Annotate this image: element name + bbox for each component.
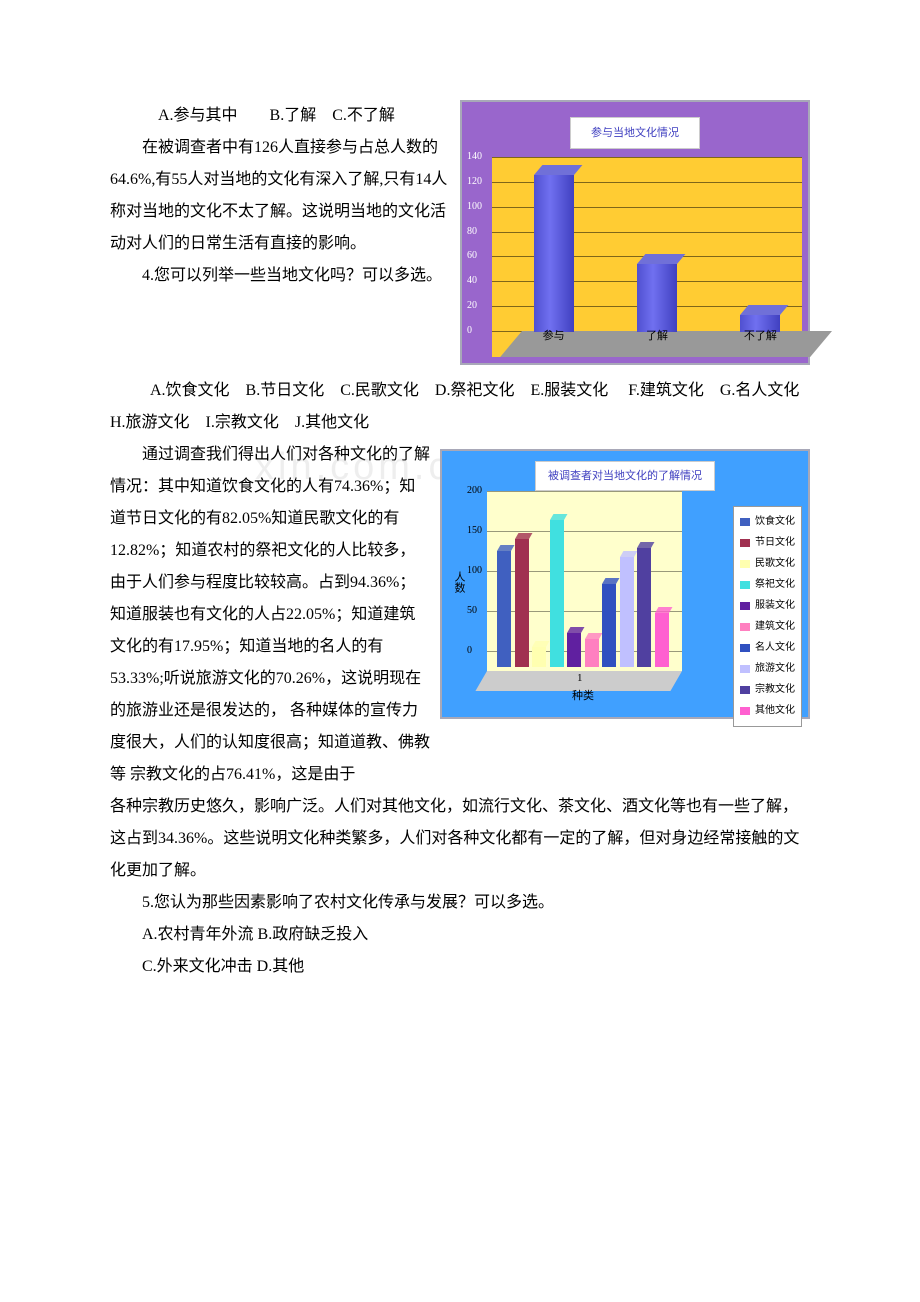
chart1-bar: 不了解: [740, 315, 780, 332]
chart2-ytick: 50: [467, 601, 477, 621]
legend-swatch: [740, 686, 750, 694]
legend-label: 其他文化: [755, 701, 795, 721]
chart1-ytick: 40: [467, 271, 477, 291]
chart1-ytick: 140: [467, 147, 482, 167]
q4-options: A.饮食文化 B.节日文化 C.民歌文化 D.祭祀文化 E.服装文化 F.建筑文…: [110, 375, 810, 439]
legend-label: 节日文化: [755, 533, 795, 553]
chart2-gridline: [487, 491, 682, 492]
legend-item: 其他文化: [740, 701, 795, 721]
chart2-bar: [567, 633, 581, 667]
legend-label: 服装文化: [755, 596, 795, 616]
chart2-bar: [497, 551, 511, 667]
chart2-bar: [655, 613, 669, 667]
q5-question: 5.您认为那些因素影响了农村文化传承与发展？可以多选。: [110, 887, 810, 919]
chart1-ytick: 0: [467, 321, 472, 341]
document-content: 参与当地文化情况 参与了解不了解 020406080100120140 A.参与…: [110, 100, 810, 983]
chart2-bar: [620, 557, 634, 667]
chart1-ytick: 60: [467, 246, 477, 266]
chart2-ytick: 0: [467, 641, 472, 661]
legend-item: 节日文化: [740, 533, 795, 553]
legend-item: 建筑文化: [740, 617, 795, 637]
legend-label: 饮食文化: [755, 512, 795, 532]
chart2-gridline: [487, 531, 682, 532]
chart1-ytick: 80: [467, 222, 477, 242]
chart-participation: 参与当地文化情况 参与了解不了解 020406080100120140: [460, 100, 810, 365]
chart1-gridline: [492, 157, 802, 158]
legend-swatch: [740, 581, 750, 589]
legend-swatch: [740, 602, 750, 610]
chart1-title: 参与当地文化情况: [570, 117, 700, 149]
legend-swatch: [740, 665, 750, 673]
chart-culture-knowledge: 被调查者对当地文化的了解情况 人数 1 种类 饮食文化节日文化民歌文化祭祀文化服…: [440, 449, 810, 719]
chart2-ytick: 200: [467, 481, 482, 501]
q4-body2: 各种宗教历史悠久，影响广泛。人们对其他文化，如流行文化、茶文化、酒文化等也有一些…: [110, 791, 810, 887]
chart1-xlabel: 不了解: [730, 325, 790, 347]
chart2-ytick: 150: [467, 521, 482, 541]
legend-swatch: [740, 623, 750, 631]
legend-swatch: [740, 518, 750, 526]
legend-item: 服装文化: [740, 596, 795, 616]
chart1-ytick: 20: [467, 296, 477, 316]
chart1-ytick: 120: [467, 172, 482, 192]
legend-item: 宗教文化: [740, 680, 795, 700]
chart1-bar: 参与: [534, 175, 574, 332]
legend-swatch: [740, 539, 750, 547]
legend-swatch: [740, 560, 750, 568]
chart1-xlabel: 了解: [627, 325, 687, 347]
legend-label: 建筑文化: [755, 617, 795, 637]
chart2-ytick: 100: [467, 561, 482, 581]
legend-item: 民歌文化: [740, 554, 795, 574]
legend-label: 名人文化: [755, 638, 795, 658]
chart2-title: 被调查者对当地文化的了解情况: [535, 461, 715, 491]
legend-item: 旅游文化: [740, 659, 795, 679]
chart1-xlabel: 参与: [524, 325, 584, 347]
chart2-bar: [585, 639, 599, 667]
chart1-ytick: 100: [467, 197, 482, 217]
legend-item: 饮食文化: [740, 512, 795, 532]
legend-label: 旅游文化: [755, 659, 795, 679]
chart2-bar: [515, 539, 529, 667]
chart2-bar: [532, 647, 546, 667]
chart2-bar: [550, 520, 564, 667]
chart1-plot: 参与了解不了解: [492, 157, 802, 357]
chart2-bar: [602, 584, 616, 667]
chart2-legend: 饮食文化节日文化民歌文化祭祀文化服装文化建筑文化名人文化旅游文化宗教文化其他文化: [733, 506, 802, 727]
q5-optCD: C.外来文化冲击 D.其他: [110, 951, 810, 983]
legend-label: 宗教文化: [755, 680, 795, 700]
legend-label: 祭祀文化: [755, 575, 795, 595]
legend-item: 祭祀文化: [740, 575, 795, 595]
chart2-bar: [637, 548, 651, 667]
legend-swatch: [740, 644, 750, 652]
legend-item: 名人文化: [740, 638, 795, 658]
legend-label: 民歌文化: [755, 554, 795, 574]
q5-optAB: A.农村青年外流 B.政府缺乏投入: [110, 919, 810, 951]
chart1-bar: 了解: [637, 264, 677, 332]
legend-swatch: [740, 707, 750, 715]
chart2-xaxis-name: 种类: [572, 685, 594, 707]
